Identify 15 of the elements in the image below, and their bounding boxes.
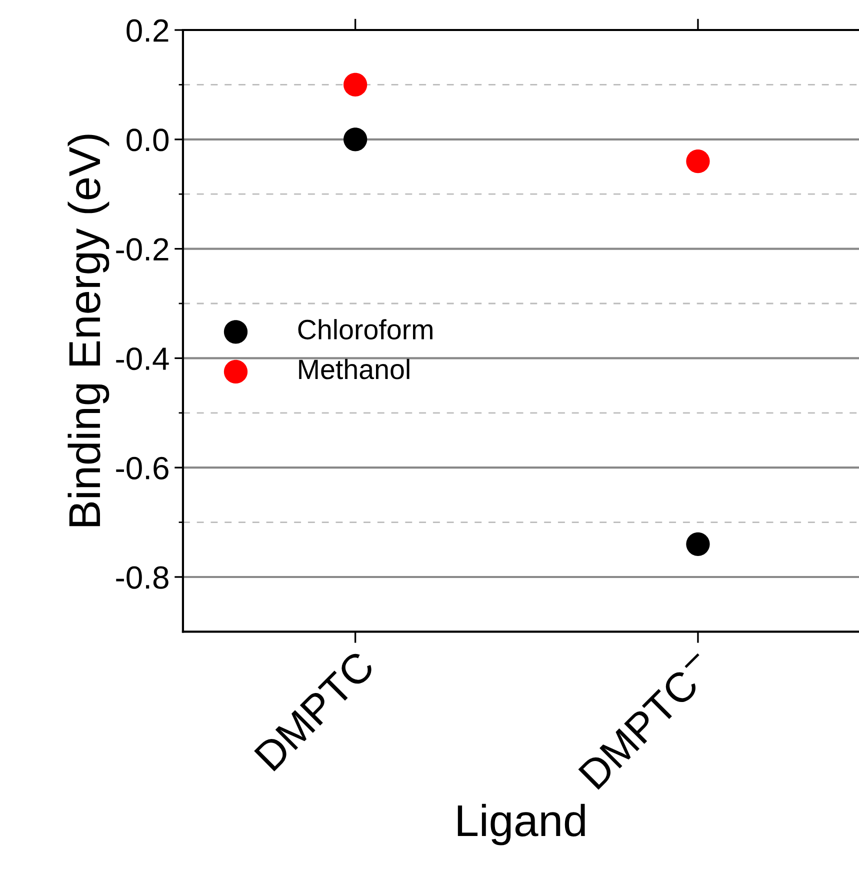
y-tick-label: -0.8 — [116, 566, 168, 589]
x-tick-label: DMPTC$^{−}$ — [578, 651, 717, 790]
point — [344, 72, 368, 97]
point — [686, 149, 710, 174]
point — [344, 128, 368, 152]
legend-label: Methanol — [299, 358, 410, 380]
y-tick-label: -0.4 — [116, 347, 169, 370]
point — [686, 532, 710, 556]
y-tick-label: -0.6 — [116, 456, 168, 480]
y-tick-label: 0.2 — [126, 19, 168, 42]
y-tick-label: 0.0 — [126, 128, 169, 152]
legend-label: Chloroform — [298, 319, 432, 340]
y-tick-label: -0.2 — [116, 238, 168, 261]
x-axis-title: Ligand — [458, 804, 585, 846]
y-axis-title: Binding Energy (eV) — [68, 134, 110, 526]
